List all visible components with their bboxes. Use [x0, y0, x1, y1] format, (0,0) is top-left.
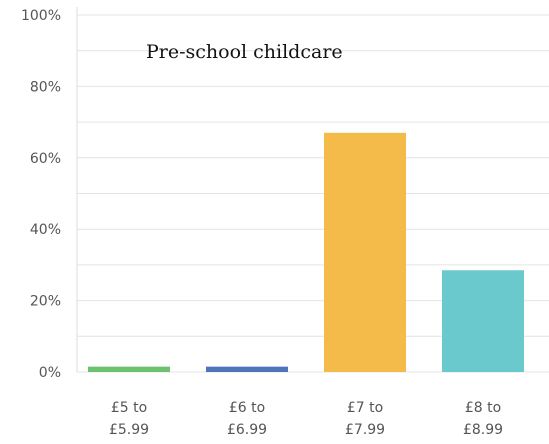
x-tick-label-line: £5 to: [111, 400, 147, 416]
bar: [206, 366, 288, 372]
chart-title: Pre-school childcare: [146, 41, 343, 63]
y-tick-label: 20%: [30, 294, 61, 310]
x-axis-labels: £5 to £5.99 £6 to £6.99 £7 to £7.99 £8 to £8.99: [109, 400, 503, 438]
bar: [442, 270, 524, 372]
bar: [324, 132, 406, 372]
y-tick-label: 100%: [21, 8, 61, 24]
gridlines: [77, 14, 549, 373]
x-tick-label: £7 to £7.99: [345, 400, 385, 438]
bars: [88, 132, 524, 372]
x-tick-label-line: £7 to: [347, 400, 383, 416]
bar: [88, 366, 170, 372]
x-tick-label-line: £6.99: [227, 422, 267, 438]
y-axis: 0% 20% 40% 60% 80% 100%: [21, 7, 78, 381]
x-tick-label-line: £6 to: [229, 400, 265, 416]
y-tick-label: 80%: [30, 79, 61, 95]
y-tick-label: 60%: [30, 151, 61, 167]
x-tick-label-line: £5.99: [109, 422, 149, 438]
x-tick-label: £5 to £5.99: [109, 400, 149, 438]
y-tick-label: 0%: [39, 365, 61, 381]
x-tick-label-line: £8 to: [465, 400, 501, 416]
x-tick-label: £6 to £6.99: [227, 400, 267, 438]
x-tick-label-line: £7.99: [345, 422, 385, 438]
x-tick-label: £8 to £8.99: [463, 400, 503, 438]
x-tick-label-line: £8.99: [463, 422, 503, 438]
y-tick-label: 40%: [30, 222, 61, 238]
